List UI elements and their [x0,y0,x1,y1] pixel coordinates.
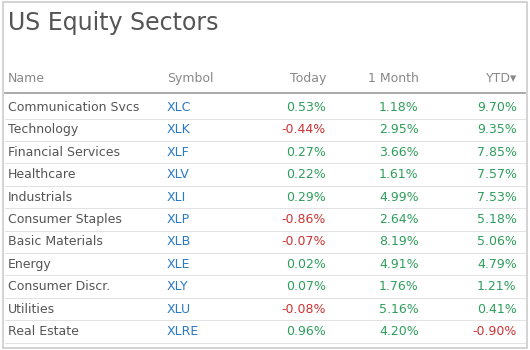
Text: 7.85%: 7.85% [477,146,517,159]
Text: 0.41%: 0.41% [477,302,517,316]
Text: 4.99%: 4.99% [379,190,419,204]
Text: XLRE: XLRE [167,325,199,338]
Text: Energy: Energy [8,258,52,271]
Text: 7.57%: 7.57% [477,168,517,181]
Text: Today: Today [289,72,326,85]
Text: 0.96%: 0.96% [286,325,326,338]
Text: XLE: XLE [167,258,190,271]
Text: Symbol: Symbol [167,72,214,85]
Text: 0.07%: 0.07% [286,280,326,293]
Text: -0.90%: -0.90% [472,325,517,338]
Text: 2.64%: 2.64% [379,213,419,226]
Text: XLI: XLI [167,190,186,204]
Text: Consumer Discr.: Consumer Discr. [8,280,110,293]
Text: XLF: XLF [167,146,190,159]
Text: 7.53%: 7.53% [477,190,517,204]
Text: 0.02%: 0.02% [286,258,326,271]
Text: XLP: XLP [167,213,190,226]
Text: YTD▾: YTD▾ [485,72,517,85]
Text: Name: Name [8,72,45,85]
Text: XLY: XLY [167,280,189,293]
Text: 1.61%: 1.61% [379,168,419,181]
Text: 1.18%: 1.18% [379,101,419,114]
Text: Communication Svcs: Communication Svcs [8,101,139,114]
Text: 0.29%: 0.29% [286,190,326,204]
Text: Real Estate: Real Estate [8,325,79,338]
Text: 9.70%: 9.70% [477,101,517,114]
Text: -0.07%: -0.07% [281,235,326,248]
Text: 5.06%: 5.06% [477,235,517,248]
Text: Basic Materials: Basic Materials [8,235,103,248]
Text: 0.53%: 0.53% [286,101,326,114]
Text: -0.44%: -0.44% [282,123,326,136]
Text: 8.19%: 8.19% [379,235,419,248]
Text: 0.27%: 0.27% [286,146,326,159]
Text: XLV: XLV [167,168,190,181]
Text: 4.20%: 4.20% [379,325,419,338]
Text: XLK: XLK [167,123,191,136]
Text: -0.86%: -0.86% [281,213,326,226]
Text: 4.79%: 4.79% [477,258,517,271]
Text: 2.95%: 2.95% [379,123,419,136]
Text: -0.08%: -0.08% [281,302,326,316]
Text: 0.22%: 0.22% [286,168,326,181]
Text: US Equity Sectors: US Equity Sectors [8,11,218,35]
Text: XLB: XLB [167,235,191,248]
Text: XLC: XLC [167,101,191,114]
Text: Utilities: Utilities [8,302,55,316]
Text: Technology: Technology [8,123,78,136]
Text: 5.16%: 5.16% [379,302,419,316]
Text: XLU: XLU [167,302,191,316]
Text: Industrials: Industrials [8,190,73,204]
Text: 3.66%: 3.66% [379,146,419,159]
Text: Healthcare: Healthcare [8,168,76,181]
Text: 4.91%: 4.91% [379,258,419,271]
Text: 9.35%: 9.35% [477,123,517,136]
Text: 1.76%: 1.76% [379,280,419,293]
Text: 5.18%: 5.18% [477,213,517,226]
Text: 1 Month: 1 Month [368,72,419,85]
Text: Financial Services: Financial Services [8,146,120,159]
Text: 1.21%: 1.21% [477,280,517,293]
Text: Consumer Staples: Consumer Staples [8,213,122,226]
